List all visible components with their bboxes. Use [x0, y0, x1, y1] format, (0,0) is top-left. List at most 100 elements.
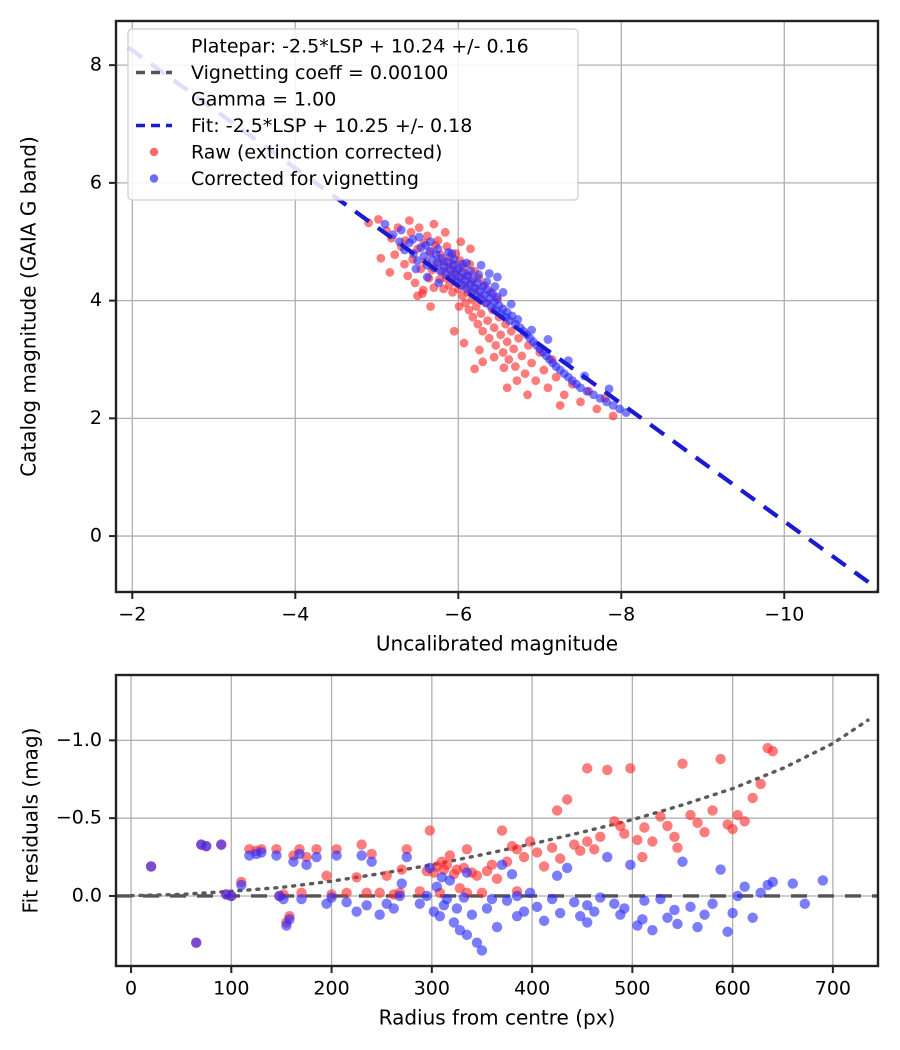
- x-tick-label: −6: [444, 604, 472, 626]
- legend-label: Platepar: -2.5*LSP + 10.24 +/- 0.16: [191, 36, 529, 58]
- scatter-point-raw: [637, 851, 648, 863]
- scatter-point-corrected: [236, 879, 247, 891]
- legend-label: Raw (extinction corrected): [191, 142, 442, 164]
- legend-label: Gamma = 1.00: [191, 89, 336, 111]
- scatter-point-raw: [400, 259, 409, 269]
- legend-label: Fit: -2.5*LSP + 10.25 +/- 0.18: [191, 115, 472, 137]
- scatter-point-raw: [747, 792, 758, 804]
- scatter-point-corrected: [474, 270, 484, 280]
- scatter-point-raw: [440, 227, 450, 237]
- data-layer: [116, 718, 878, 956]
- scatter-point-raw: [732, 809, 743, 821]
- scatter-point-corrected: [471, 937, 483, 948]
- scatter-point-corrected: [506, 299, 516, 309]
- scatter-point-raw: [356, 839, 367, 850]
- scatter-point-raw: [575, 845, 586, 857]
- scatter-point-corrected: [461, 929, 473, 941]
- scatter-point-corrected: [817, 875, 829, 886]
- scatter-point-raw: [669, 831, 680, 843]
- scatter-point-raw: [625, 763, 636, 774]
- x-tick-label: 400: [514, 978, 550, 1000]
- scatter-point-raw: [404, 216, 414, 225]
- scatter-point-corrected: [569, 897, 580, 908]
- scatter-point-raw: [512, 376, 522, 386]
- scatter-point-raw: [376, 253, 386, 263]
- scatter-point-corrected: [582, 900, 593, 911]
- scatter-point-raw: [381, 870, 392, 881]
- scatter-point-raw: [483, 316, 493, 326]
- scatter-point-corrected: [595, 393, 605, 403]
- scatter-point-corrected: [506, 868, 518, 880]
- scatter-point-raw: [555, 400, 565, 410]
- scatter-point-raw: [429, 219, 439, 229]
- scatter-point-raw: [489, 352, 499, 362]
- scatter-point-corrected: [296, 893, 307, 905]
- scatter-point-corrected: [431, 881, 443, 892]
- scatter-point-raw: [476, 309, 486, 318]
- scatter-point-raw: [655, 811, 666, 822]
- x-tick-label: 600: [714, 978, 750, 1000]
- scatter-point-corrected: [639, 895, 650, 906]
- scatter-point-corrected: [356, 850, 367, 861]
- x-tick-label: −8: [607, 604, 635, 626]
- scatter-point-corrected: [561, 862, 573, 874]
- scatter-point-raw: [615, 820, 626, 832]
- y-tick-label: −1.0: [56, 729, 102, 751]
- scatter-point-corrected: [498, 287, 508, 297]
- scatter-point-raw: [739, 816, 750, 827]
- scatter-point-corrected: [685, 901, 696, 913]
- scatter-point-raw: [662, 820, 673, 832]
- scatter-point-raw: [595, 831, 606, 843]
- scatter-point-corrected: [491, 921, 503, 933]
- scatter-point-corrected: [551, 870, 563, 881]
- scatter-point-raw: [672, 842, 683, 853]
- scatter-point-corrected: [672, 918, 683, 930]
- scatter-point-corrected: [226, 890, 237, 902]
- scatter-point-corrected: [715, 864, 726, 875]
- scatter-point-corrected: [739, 881, 750, 892]
- scatter-point-raw: [755, 778, 766, 790]
- scatter-point-raw: [374, 214, 383, 224]
- scatter-point-raw: [470, 364, 479, 374]
- scatter-point-corrected: [216, 839, 227, 850]
- scatter-point-raw: [632, 834, 643, 846]
- y-tick-label: −0.5: [56, 807, 102, 829]
- y-tick-label: 0.0: [72, 884, 102, 906]
- legend-box: [127, 28, 579, 201]
- scatter-point-corrected: [447, 249, 457, 258]
- scatter-point-raw: [476, 887, 488, 899]
- axes-frame: [114, 19, 880, 594]
- x-tick-label: 300: [414, 978, 450, 1000]
- scatter-point-corrected: [413, 256, 422, 265]
- scatter-point-corrected: [582, 386, 592, 396]
- scatter-point-raw: [767, 746, 778, 757]
- scatter-point-corrected: [662, 912, 673, 923]
- scatter-point-raw: [414, 223, 424, 233]
- scatter-point-raw: [639, 822, 650, 833]
- scatter-point-raw: [511, 844, 523, 855]
- scatter-point-corrected: [145, 861, 157, 872]
- scatter-point-raw: [592, 404, 602, 414]
- scatter-point-corrected: [451, 903, 463, 914]
- y-tick-label: 6: [90, 171, 102, 193]
- scatter-point-corrected: [484, 269, 494, 278]
- scatter-point-corrected: [394, 890, 405, 902]
- scatter-point-corrected: [615, 404, 625, 414]
- scatter-point-corrected: [582, 917, 593, 928]
- scatter-point-corrected: [595, 892, 606, 903]
- scatter-point-raw: [502, 337, 512, 347]
- scatter-point-raw: [538, 861, 550, 872]
- scatter-point-corrected: [799, 898, 811, 909]
- scatter-point-raw: [551, 805, 563, 816]
- scatter-point-corrected: [380, 219, 390, 229]
- x-tick-label: 500: [614, 978, 650, 1000]
- x-tick-label: −2: [118, 604, 146, 626]
- scatter-point-corrected: [511, 911, 523, 922]
- scatter-point-raw: [478, 326, 488, 336]
- scatter-point-corrected: [655, 893, 666, 905]
- scatter-point-raw: [396, 864, 407, 875]
- scatter-point-raw: [475, 345, 484, 355]
- scatter-point-raw: [459, 338, 469, 348]
- scatter-point-raw: [491, 873, 503, 885]
- scatter-point-raw: [403, 271, 413, 281]
